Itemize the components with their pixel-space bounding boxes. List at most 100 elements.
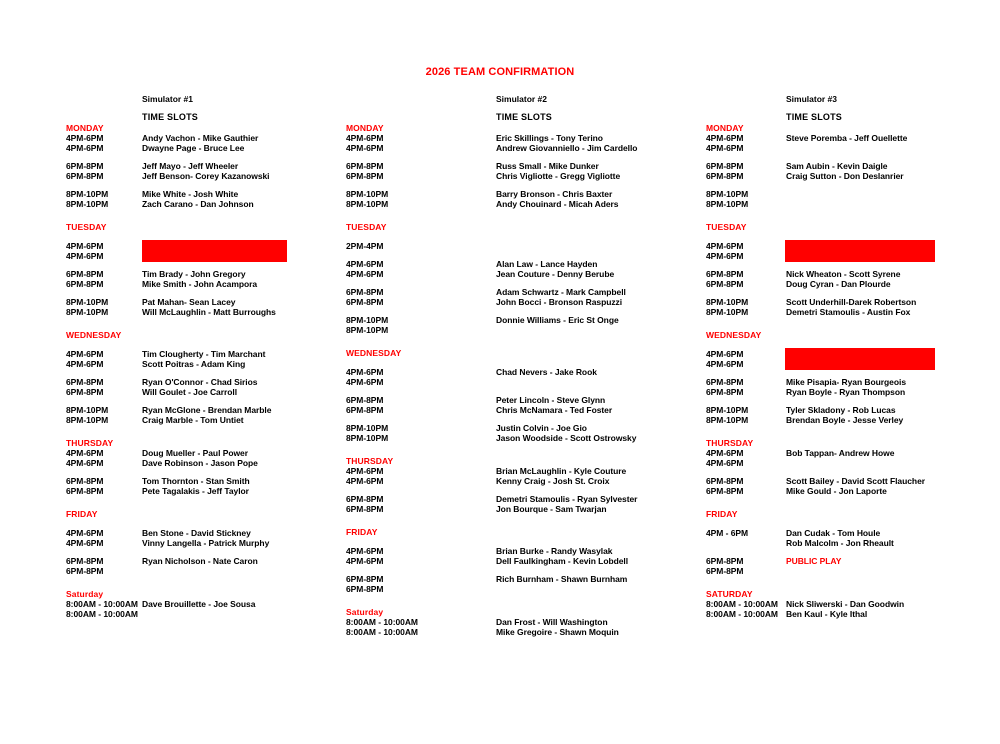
time-slot-label: 8PM-10PM — [66, 415, 109, 425]
time-slot-label: 6PM-8PM — [706, 161, 744, 171]
player-pair: Ryan Nicholson - Nate Caron — [142, 556, 258, 566]
time-slot-label: 8:00AM - 10:00AM — [706, 609, 778, 619]
time-slot-label: 4PM-6PM — [706, 143, 744, 153]
time-slot-label: 4PM-6PM — [706, 349, 744, 359]
time-slot-label: 6PM-8PM — [706, 377, 744, 387]
day-heading-thursday: THURSDAY — [346, 456, 394, 466]
time-slot-label: 8PM-10PM — [66, 297, 109, 307]
player-pair: Mike Smith - John Acampora — [142, 279, 258, 289]
player-pair: Craig Sutton - Don Deslanrier — [786, 171, 904, 181]
day-heading-saturday: Saturday — [346, 607, 384, 617]
player-pair: Alan Law - Lance Hayden — [496, 259, 598, 269]
time-slot-label: 6PM-8PM — [66, 476, 104, 486]
time-slot-label: 8PM-10PM — [346, 433, 389, 443]
player-pair: Sam Aubin - Kevin Daigle — [786, 161, 888, 171]
time-slot-label: 8:00AM - 10:00AM — [66, 599, 138, 609]
time-slot-label: 6PM-8PM — [346, 297, 384, 307]
time-slot-label: 4PM-6PM — [346, 133, 384, 143]
player-pair: Ben Stone - David Stickney — [142, 528, 251, 538]
player-pair: Dan Cudak - Tom Houle — [786, 528, 881, 538]
time-slot-label: 4PM-6PM — [66, 133, 104, 143]
time-slot-label: 8PM-10PM — [66, 189, 109, 199]
public-play-label: PUBLIC PLAY — [786, 556, 842, 566]
time-slot-label: 6PM-8PM — [706, 486, 744, 496]
time-slot-label: 6PM-8PM — [706, 387, 744, 397]
day-heading-friday: FRIDAY — [346, 527, 378, 537]
day-heading-wednesday: WEDNESDAY — [706, 330, 762, 340]
day-heading-tuesday: TUESDAY — [346, 222, 387, 232]
player-pair: Demetri Stamoulis - Austin Fox — [786, 307, 911, 317]
player-pair: Mike White - Josh White — [142, 189, 239, 199]
time-slot-label: 8:00AM - 10:00AM — [706, 599, 778, 609]
time-slot-label: 4PM-6PM — [346, 466, 384, 476]
day-heading-wednesday: WEDNESDAY — [346, 348, 402, 358]
simulator-label: Simulator #2 — [496, 94, 548, 104]
time-slot-label: 8PM-10PM — [346, 189, 389, 199]
day-heading-saturday: Saturday — [66, 589, 104, 599]
time-slot-label: 4PM-6PM — [66, 349, 104, 359]
day-heading-wednesday: WEDNESDAY — [66, 330, 122, 340]
day-heading-thursday: THURSDAY — [706, 438, 754, 448]
player-pair: Tyler Skladony - Rob Lucas — [786, 405, 896, 415]
player-pair: Brian Burke - Randy Wasylak — [496, 546, 613, 556]
day-heading-friday: FRIDAY — [66, 509, 98, 519]
time-slot-label: 4PM-6PM — [66, 143, 104, 153]
time-slot-label: 4PM-6PM — [706, 448, 744, 458]
time-slot-label: 8PM-10PM — [706, 405, 749, 415]
player-pair: Jeff Benson- Corey Kazanowski — [142, 171, 270, 181]
player-pair: Dave Brouillette - Joe Sousa — [142, 599, 256, 609]
player-pair: Craig Marble - Tom Untiet — [142, 415, 244, 425]
time-slot-label: 8PM-10PM — [706, 307, 749, 317]
time-slot-label: 4PM-6PM — [66, 538, 104, 548]
player-pair: Pat Mahan- Sean Lacey — [142, 297, 236, 307]
time-slot-label: 6PM-8PM — [66, 387, 104, 397]
player-pair: Dell Faulkingham - Kevin Lobdell — [496, 556, 629, 566]
time-slot-label: 6PM-8PM — [66, 556, 104, 566]
simulator-label: Simulator #1 — [142, 94, 194, 104]
player-pair: Jason Woodside - Scott Ostrowsky — [496, 433, 637, 443]
day-heading-tuesday: TUESDAY — [706, 222, 747, 232]
time-slot-label: 4PM-6PM — [66, 528, 104, 538]
player-pair: Tim Brady - John Gregory — [142, 269, 246, 279]
time-slot-label: 6PM-8PM — [346, 395, 384, 405]
time-slot-label: 4PM-6PM — [346, 367, 384, 377]
player-pair: Adam Schwartz - Mark Campbell — [496, 287, 626, 297]
time-slot-label: 6PM-8PM — [706, 269, 744, 279]
player-pair: Ryan O'Connor - Chad Sirios — [142, 377, 258, 387]
player-pair: Will McLaughlin - Matt Burroughs — [142, 307, 276, 317]
simulator-label: Simulator #3 — [786, 94, 838, 104]
player-pair: Scott Poitras - Adam King — [142, 359, 246, 369]
time-slot-label: 8PM-10PM — [346, 199, 389, 209]
time-slot-label: 8:00AM - 10:00AM — [66, 609, 138, 619]
time-slot-label: 6PM-8PM — [346, 405, 384, 415]
blocked-slot-marker — [785, 348, 935, 370]
player-pair: Dan Frost - Will Washington — [496, 617, 608, 627]
player-pair: Steve Poremba - Jeff Ouellette — [786, 133, 908, 143]
player-pair: Jean Couture - Denny Berube — [496, 269, 615, 279]
time-slot-label: 2PM-4PM — [346, 241, 384, 251]
time-slot-label: 6PM-8PM — [346, 504, 384, 514]
time-slot-label: 4PM-6PM — [706, 251, 744, 261]
simulator-column-3: Simulator #3 TIME SLOTS MONDAY 4PM-6PM Steve… — [706, 0, 1000, 744]
player-pair: Nick Sliwerski - Dan Goodwin — [786, 599, 905, 609]
time-slot-label: 6PM-8PM — [346, 171, 384, 181]
blocked-slot-marker — [142, 240, 287, 262]
player-pair: Dwayne Page - Bruce Lee — [142, 143, 245, 153]
time-slot-label: 6PM-8PM — [706, 556, 744, 566]
day-heading-monday: MONDAY — [66, 123, 104, 133]
time-slot-label: 6PM-8PM — [66, 377, 104, 387]
player-pair: Ben Kaul - Kyle Ithal — [786, 609, 868, 619]
player-pair: Andy Vachon - Mike Gauthier — [142, 133, 259, 143]
time-slot-label: 6PM-8PM — [66, 486, 104, 496]
player-pair: Kenny Craig - Josh St. Croix — [496, 476, 610, 486]
time-slot-label: 8PM-10PM — [346, 423, 389, 433]
time-slot-label: 6PM-8PM — [706, 476, 744, 486]
time-slot-label: 4PM-6PM — [346, 546, 384, 556]
player-pair: John Bocci - Bronson Raspuzzi — [496, 297, 623, 307]
time-slot-label: 8PM-10PM — [66, 405, 109, 415]
time-slot-label: 4PM-6PM — [706, 241, 744, 251]
time-slot-label: 4PM-6PM — [66, 458, 104, 468]
player-pair: Will Goulet - Joe Carroll — [142, 387, 238, 397]
time-slot-label: 8PM-10PM — [346, 315, 389, 325]
day-heading-friday: FRIDAY — [706, 509, 738, 519]
